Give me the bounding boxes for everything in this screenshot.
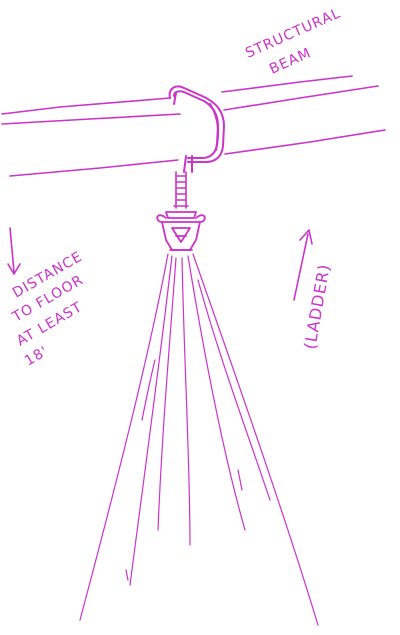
structural-beam	[1, 75, 386, 177]
distance-arrow-icon	[7, 227, 21, 275]
beam-clamp	[168, 85, 225, 173]
distance-label-line4: 18'	[22, 343, 51, 369]
spray-cone	[79, 253, 319, 626]
ladder-arrow-icon	[293, 229, 313, 301]
ladder-label: (LADDER)	[300, 262, 334, 351]
nozzle-head	[156, 211, 206, 251]
threaded-rod	[173, 171, 189, 209]
